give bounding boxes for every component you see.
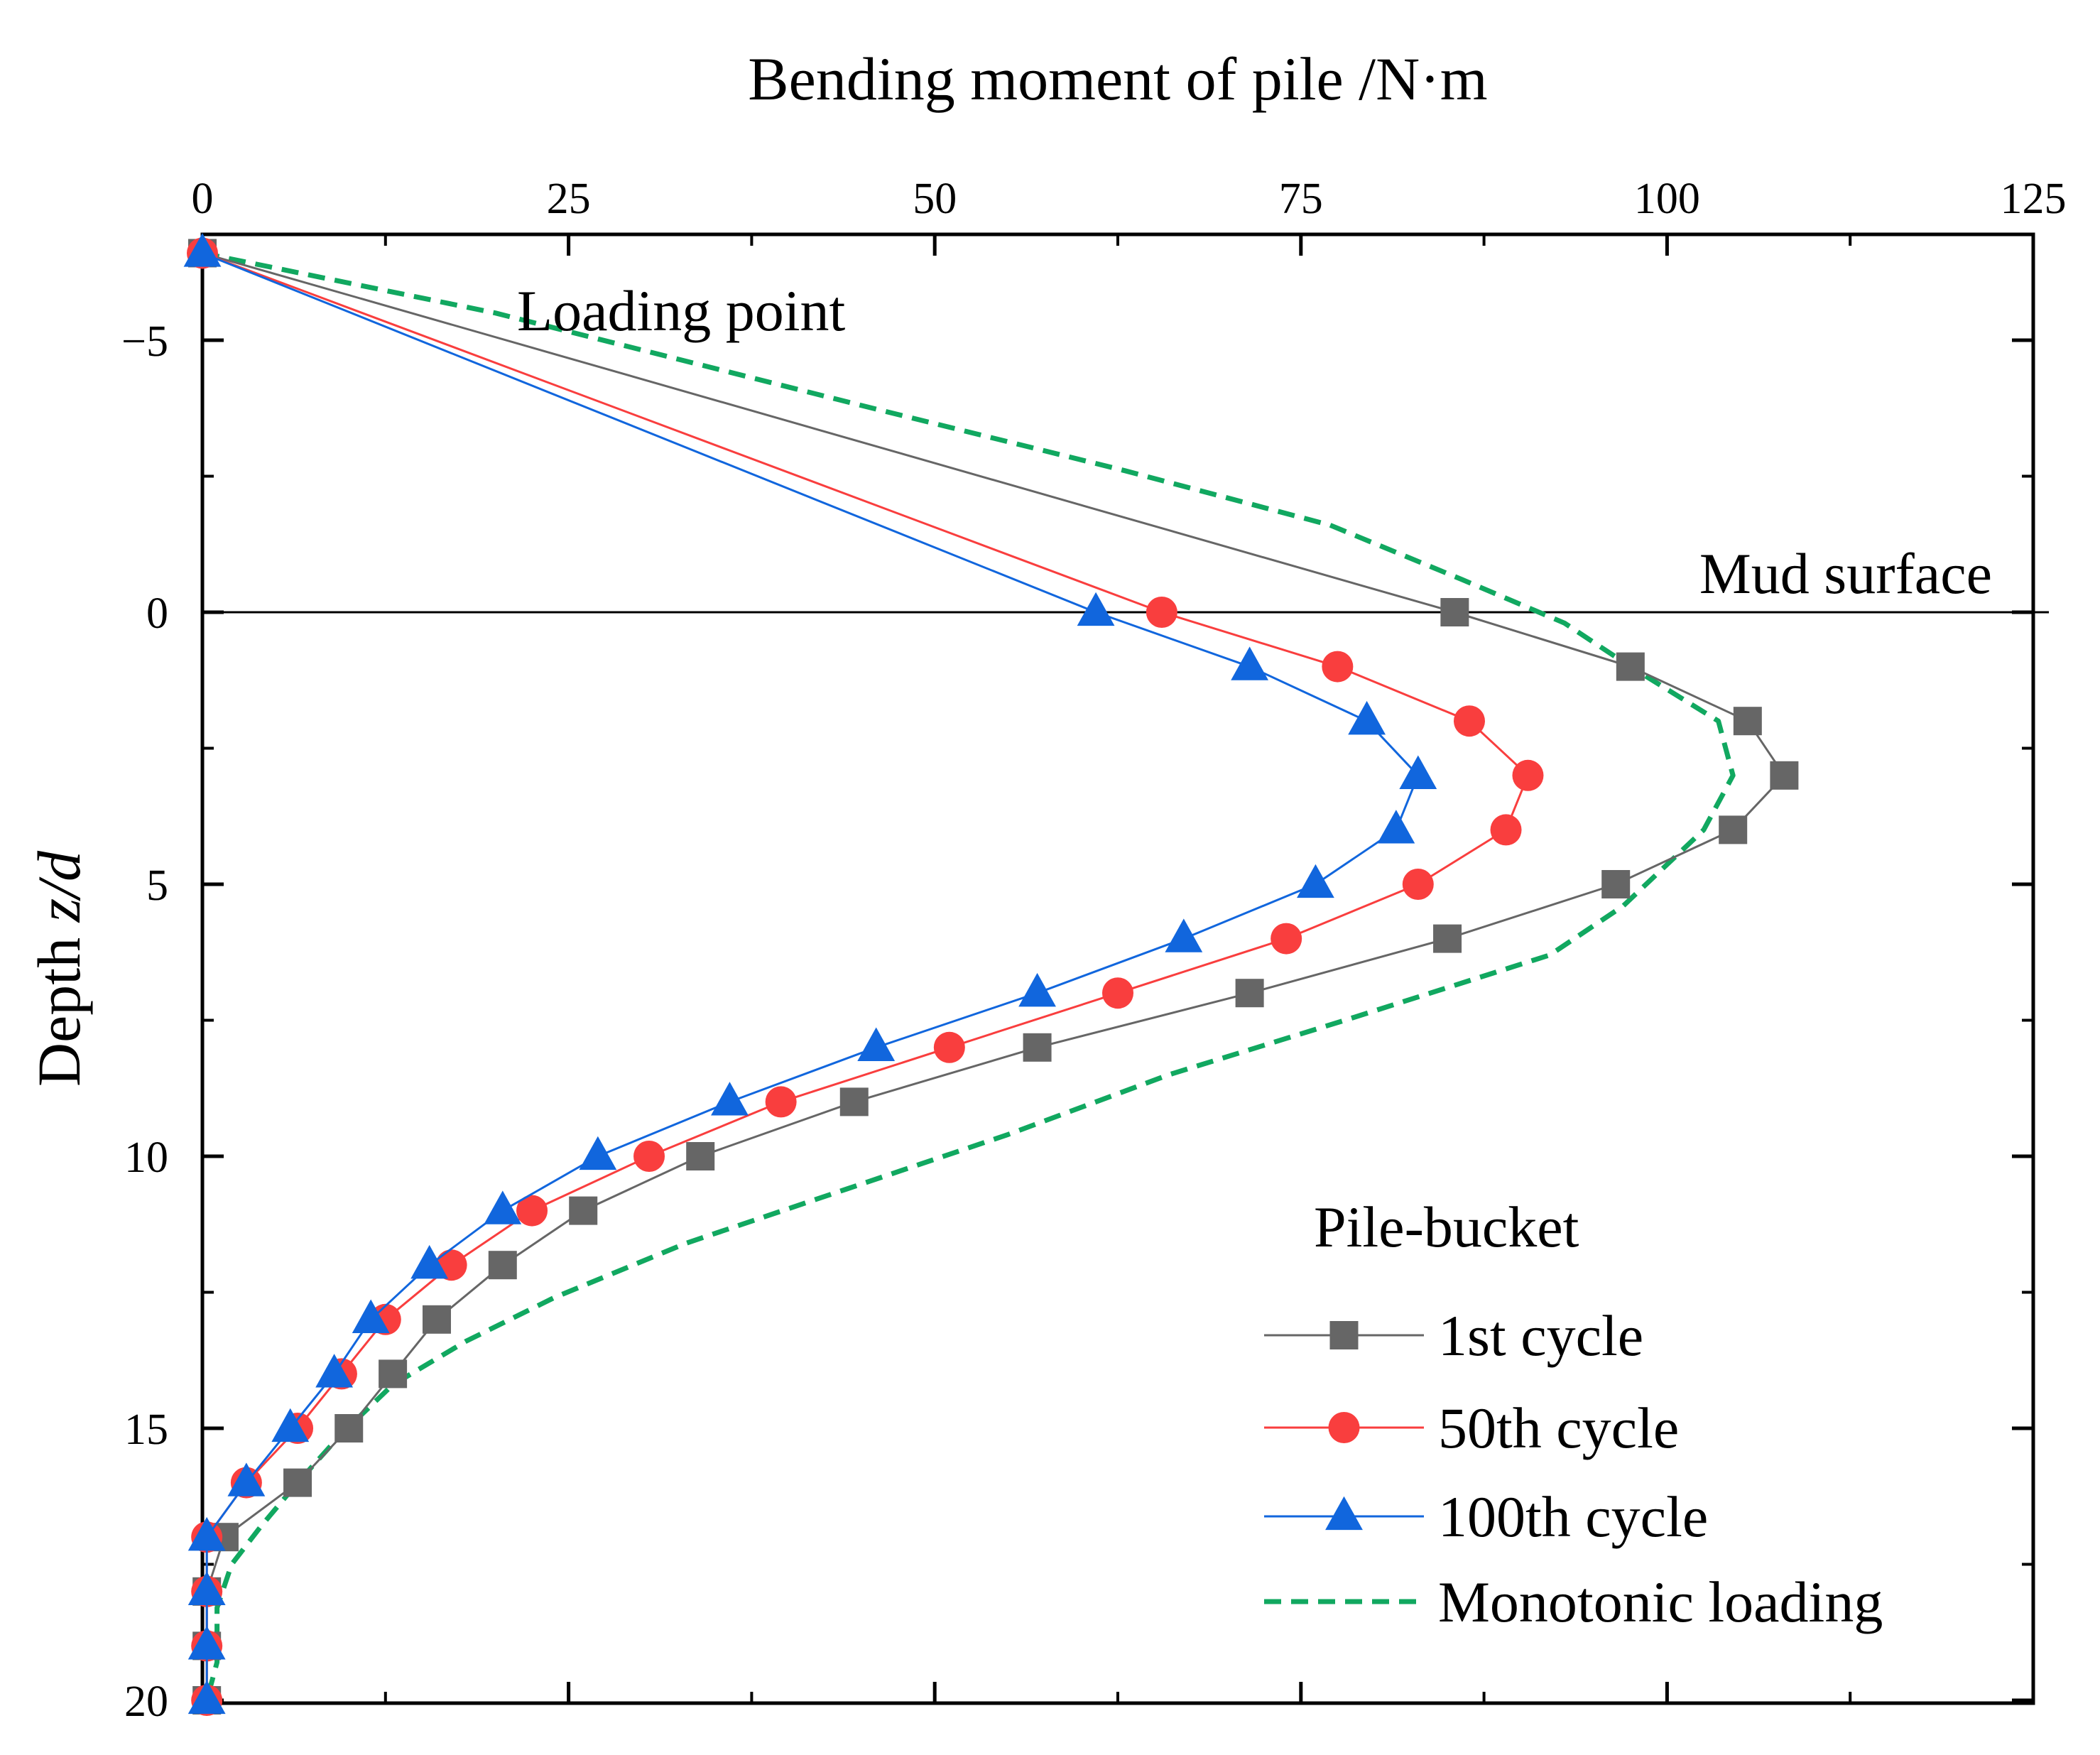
data-point-100th-cycle xyxy=(352,1299,390,1333)
data-point-50th-cycle xyxy=(1322,651,1354,683)
x-tick-label: 50 xyxy=(913,175,957,223)
data-point-100th-cycle xyxy=(227,1462,266,1496)
y-axis-title-var: z/d xyxy=(25,850,93,923)
data-point-100th-cycle xyxy=(187,1516,226,1551)
data-point-100th-cycle xyxy=(183,233,222,267)
data-point-1st-cycle xyxy=(1433,924,1462,953)
data-point-100th-cycle xyxy=(315,1354,354,1388)
data-point-100th-cycle xyxy=(1077,592,1115,626)
loading-point-label: Loading point xyxy=(517,278,846,343)
data-point-1st-cycle xyxy=(839,1087,869,1116)
data-point-1st-cycle xyxy=(1601,870,1631,898)
y-axis-title: Depth z/d xyxy=(25,850,93,1087)
legend-marker-1st-cycle xyxy=(1329,1321,1359,1349)
series-layer xyxy=(183,233,1799,1716)
data-point-50th-cycle xyxy=(1271,923,1302,955)
data-point-1st-cycle xyxy=(334,1414,364,1442)
series-line-50th-cycle xyxy=(202,251,1529,1700)
data-point-100th-cycle xyxy=(187,1626,226,1660)
series-line-100th-cycle xyxy=(202,252,1420,1700)
data-point-50th-cycle xyxy=(1512,759,1544,791)
legend-label-1st-cycle: 1st cycle xyxy=(1438,1303,1643,1368)
data-point-50th-cycle xyxy=(1490,814,1522,846)
x-tick-label: 125 xyxy=(2001,175,2067,223)
data-point-50th-cycle xyxy=(1453,705,1485,737)
x-tick-label: 100 xyxy=(1634,175,1700,223)
legend-title: Pile-bucket xyxy=(1314,1195,1579,1259)
legend-marker-50th-cycle xyxy=(1328,1412,1360,1443)
series-line-monotonic-loading xyxy=(202,250,1736,1701)
y-tick-label: 10 xyxy=(124,1134,168,1182)
data-point-100th-cycle xyxy=(1018,972,1056,1007)
axis-ticks: 0 25 50 75 100 125 −5 0 5 10 15 20 xyxy=(121,175,2066,1726)
data-point-1st-cycle xyxy=(1235,979,1264,1008)
data-point-100th-cycle xyxy=(187,1571,226,1605)
legend-label-50th-cycle: 50th cycle xyxy=(1438,1396,1679,1460)
data-point-100th-cycle xyxy=(1231,646,1269,680)
data-point-100th-cycle xyxy=(1297,864,1334,898)
y-tick-label: 5 xyxy=(146,862,168,910)
data-point-50th-cycle xyxy=(516,1195,548,1227)
data-point-50th-cycle xyxy=(633,1141,665,1172)
data-point-1st-cycle xyxy=(686,1142,715,1170)
y-tick-label: 15 xyxy=(124,1406,168,1454)
data-point-1st-cycle xyxy=(1440,598,1469,626)
data-point-100th-cycle xyxy=(711,1082,749,1116)
data-point-50th-cycle xyxy=(1146,597,1177,628)
data-point-50th-cycle xyxy=(1402,869,1434,900)
series-50th-cycle xyxy=(187,237,1544,1716)
data-point-100th-cycle xyxy=(271,1408,310,1442)
data-point-100th-cycle xyxy=(410,1244,449,1279)
legend-label-monotonic-loading: Monotonic loading xyxy=(1438,1570,1883,1634)
data-point-50th-cycle xyxy=(765,1086,797,1118)
data-point-50th-cycle xyxy=(1102,977,1133,1009)
series-monotonic-loading xyxy=(202,250,1736,1701)
data-point-100th-cycle xyxy=(1399,755,1437,789)
data-point-100th-cycle xyxy=(857,1027,896,1061)
y-tick-label: 20 xyxy=(124,1678,168,1726)
data-point-1st-cycle xyxy=(1616,652,1645,681)
data-point-100th-cycle xyxy=(484,1190,522,1224)
legend: Pile-bucket 1st cycle 50th cycle 100th cyc… xyxy=(1264,1195,1883,1634)
data-point-1st-cycle xyxy=(1733,707,1762,736)
x-tick-label: 0 xyxy=(192,175,214,223)
y-tick-label: −5 xyxy=(121,317,168,366)
data-point-1st-cycle xyxy=(1023,1033,1052,1062)
data-point-50th-cycle xyxy=(933,1031,965,1063)
data-point-100th-cycle xyxy=(1165,918,1203,952)
data-point-1st-cycle xyxy=(283,1468,312,1497)
data-point-1st-cycle xyxy=(1770,761,1799,790)
data-point-100th-cycle xyxy=(1377,810,1415,844)
legend-marker-100th-cycle xyxy=(1325,1496,1363,1531)
series-100th-cycle xyxy=(183,233,1437,1715)
mud-surface-label: Mud surface xyxy=(1699,541,1992,606)
data-point-1st-cycle xyxy=(1719,815,1748,844)
data-point-1st-cycle xyxy=(422,1305,451,1334)
data-point-1st-cycle xyxy=(379,1359,408,1389)
plot-frame xyxy=(200,232,2035,1705)
data-point-1st-cycle xyxy=(569,1196,598,1225)
y-tick-label: 0 xyxy=(146,589,168,638)
data-point-100th-cycle xyxy=(187,1680,226,1715)
series-line-1st-cycle xyxy=(202,251,1785,1700)
x-axis-title: Bending moment of pile /N·m xyxy=(748,45,1487,113)
data-point-100th-cycle xyxy=(1348,700,1386,735)
y-axis-title-prefix: Depth xyxy=(25,922,93,1087)
x-tick-label: 25 xyxy=(547,175,591,223)
x-tick-label: 75 xyxy=(1279,175,1323,223)
legend-label-100th-cycle: 100th cycle xyxy=(1438,1484,1708,1549)
data-point-100th-cycle xyxy=(579,1136,617,1170)
data-point-1st-cycle xyxy=(488,1251,517,1280)
